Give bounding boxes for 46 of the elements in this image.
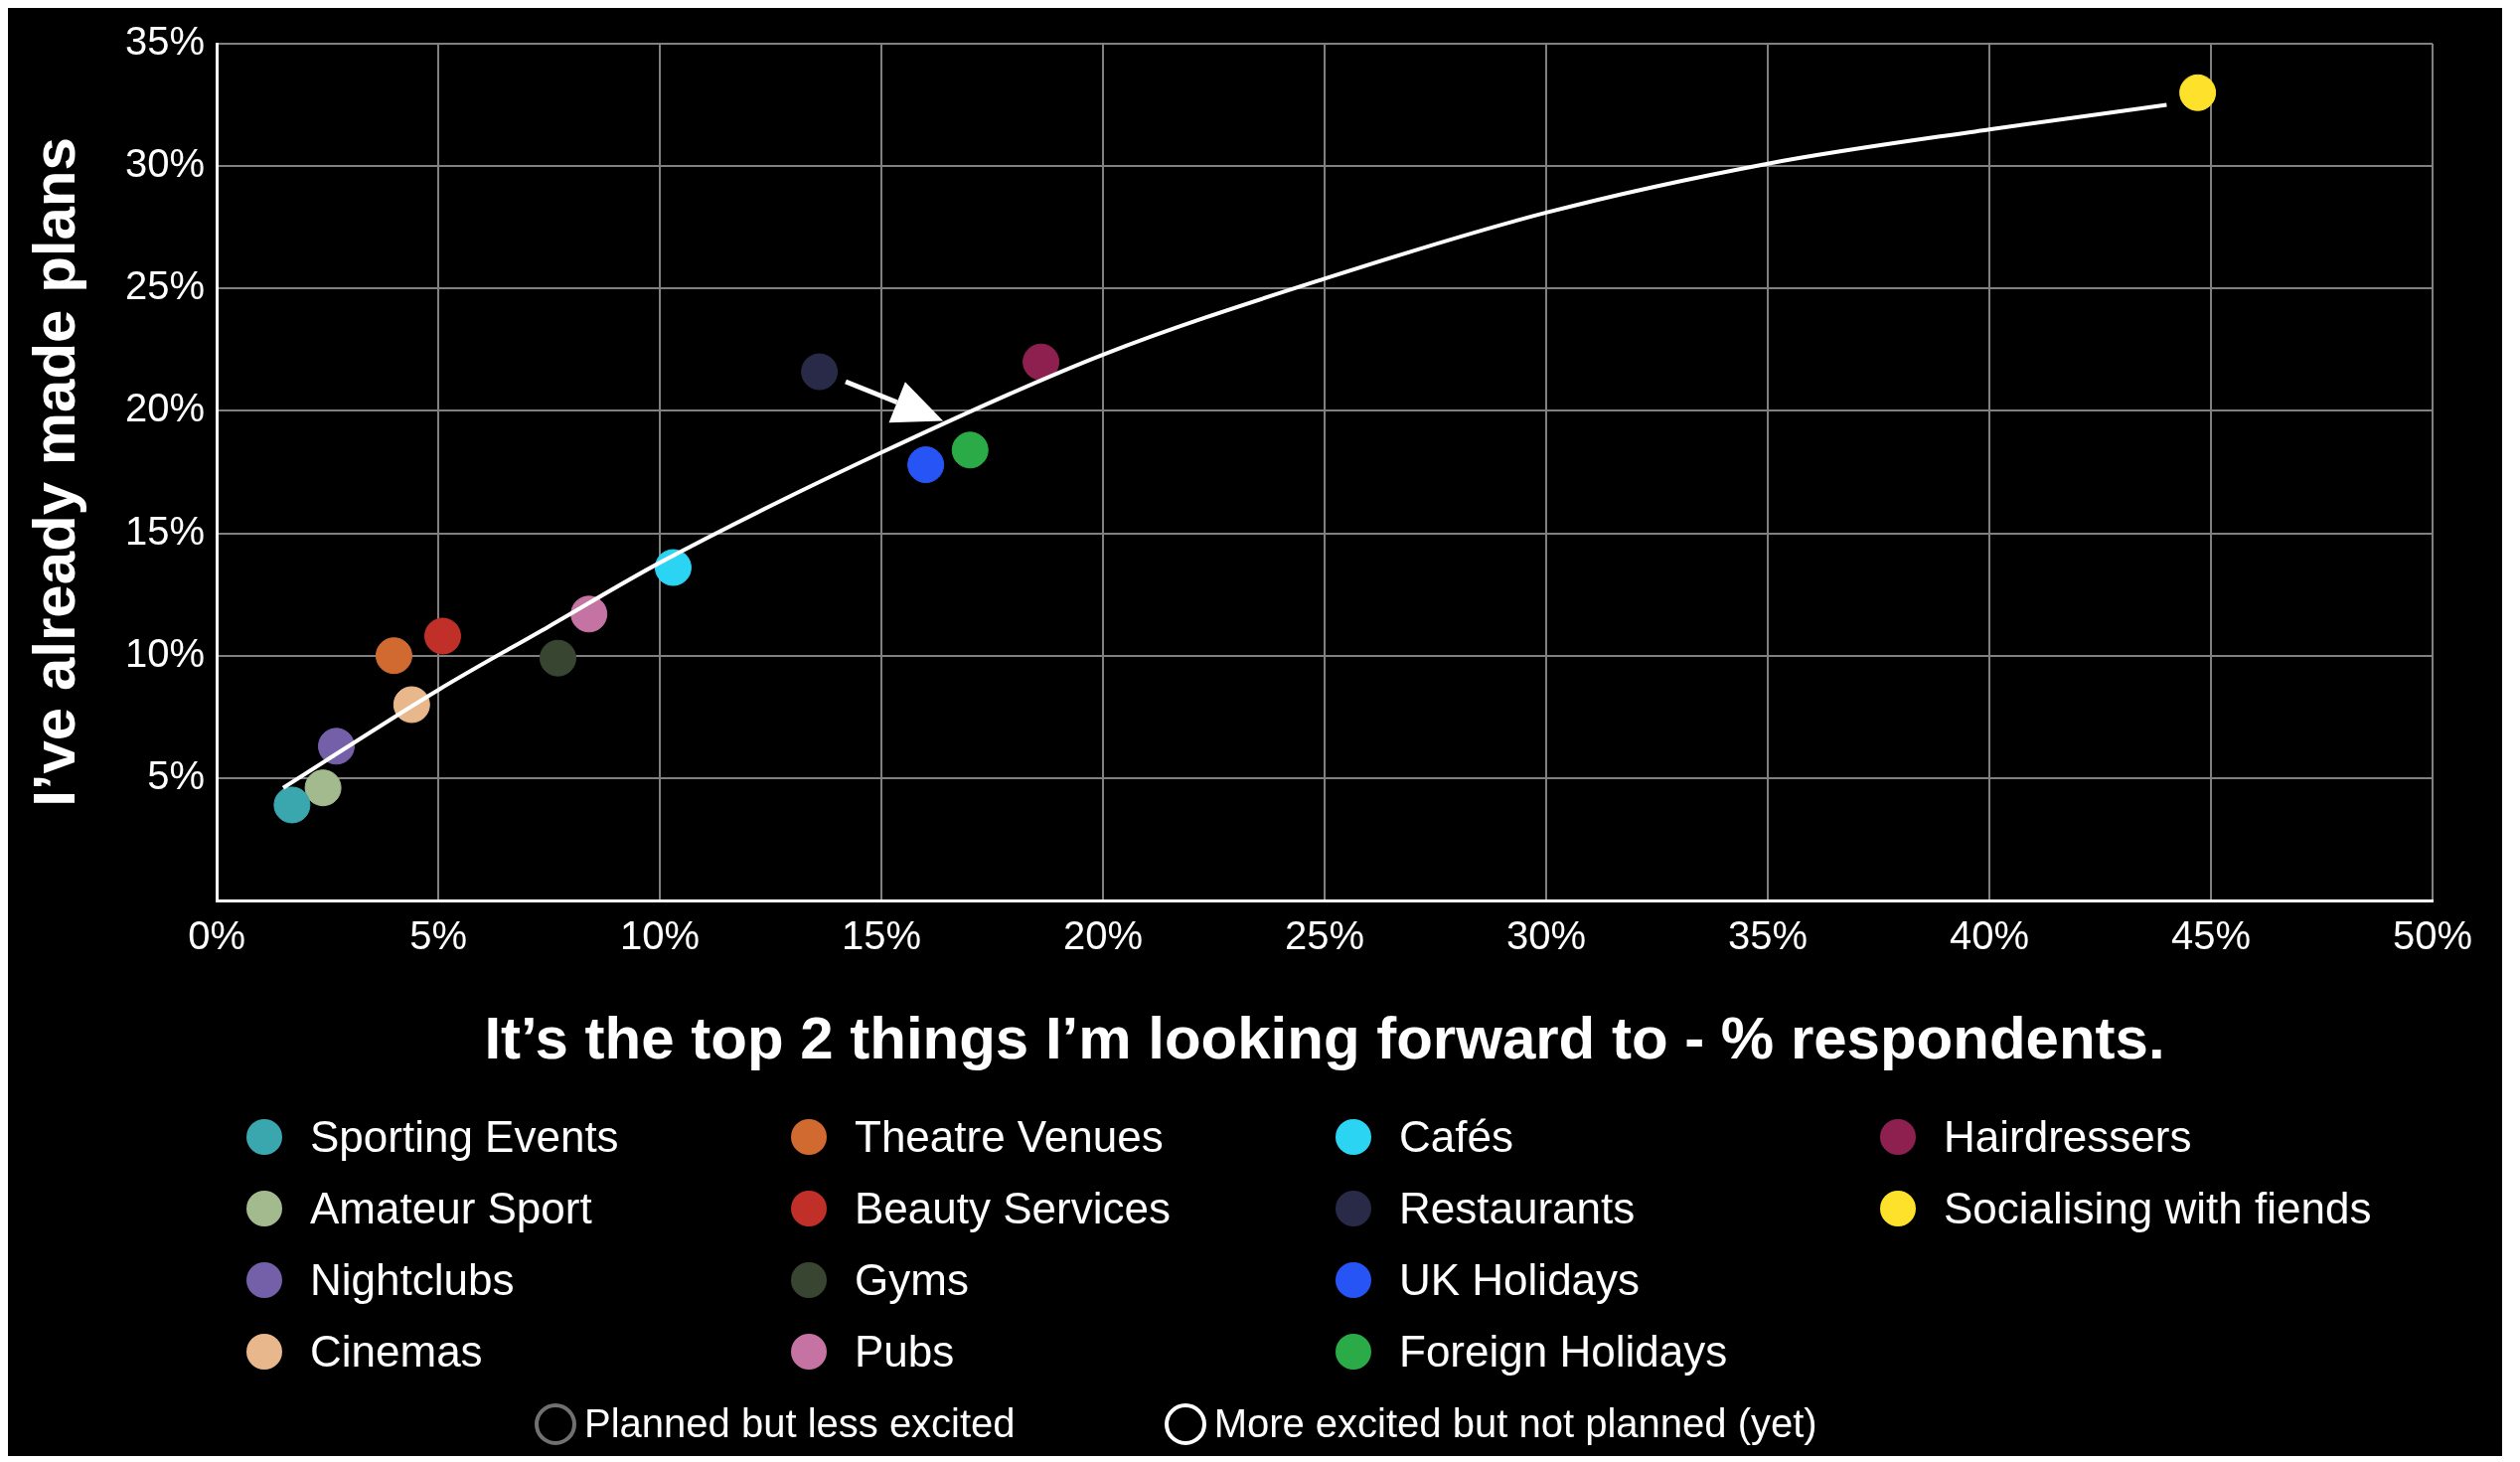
y-tick-label: 15%: [125, 508, 206, 553]
y-tick-label: 20%: [125, 386, 206, 430]
y-axis-title: I’ve already made plans: [20, 137, 87, 807]
y-tick-label: 5%: [147, 752, 206, 797]
x-tick-label: 40%: [1949, 913, 2030, 958]
point: [907, 446, 945, 484]
legend-label: UK Holidays: [1399, 1255, 1641, 1305]
legend-label: Restaurants: [1399, 1184, 1636, 1233]
point: [539, 639, 576, 677]
x-tick-label: 45%: [2170, 913, 2252, 958]
x-tick-label: 0%: [188, 913, 245, 958]
x-tick-label: 50%: [2392, 913, 2473, 958]
legend-label: Cafés: [1399, 1112, 1513, 1162]
point: [424, 617, 462, 655]
legend-label: Beauty Services: [855, 1184, 1171, 1233]
legend-label: Pubs: [855, 1327, 955, 1377]
legend-label: Cinemas: [310, 1327, 483, 1377]
legend-label: Amateur Sport: [310, 1184, 592, 1233]
y-tick-label: 10%: [125, 630, 206, 675]
point: [801, 353, 839, 391]
point: [951, 431, 989, 469]
point: [2179, 74, 2217, 111]
legend-label: Nightclubs: [310, 1255, 515, 1305]
legend-label: Hairdressers: [1944, 1112, 2192, 1162]
x-tick-label: 15%: [842, 913, 922, 958]
legend-label: Socialising with fiends: [1944, 1184, 2372, 1233]
y-tick-label: 25%: [125, 263, 206, 308]
x-tick-label: 35%: [1727, 913, 1809, 958]
legend-label: Theatre Venues: [855, 1112, 1164, 1162]
text: More excited but not planned (yet): [1213, 1401, 1817, 1446]
point: [304, 769, 342, 807]
legend-label: Sporting Events: [310, 1112, 619, 1162]
y-tick-label: 35%: [125, 19, 206, 64]
x-axis-title: It’s the top 2 things I’m looking forward to - % respondents.: [484, 1004, 2165, 1071]
point: [1023, 343, 1060, 381]
x-tick-label: 10%: [620, 913, 701, 958]
x-tick-label: 25%: [1285, 913, 1365, 958]
x-tick-label: 30%: [1505, 913, 1587, 958]
legend-label: Foreign Holidays: [1399, 1327, 1728, 1377]
legend-label: Gyms: [855, 1255, 969, 1305]
x-tick-label: 5%: [409, 913, 467, 958]
point: [273, 786, 311, 824]
text: Planned but less excited: [584, 1401, 1016, 1446]
point: [375, 637, 412, 675]
x-tick-label: 20%: [1063, 913, 1144, 958]
y-tick-label: 30%: [125, 141, 206, 186]
